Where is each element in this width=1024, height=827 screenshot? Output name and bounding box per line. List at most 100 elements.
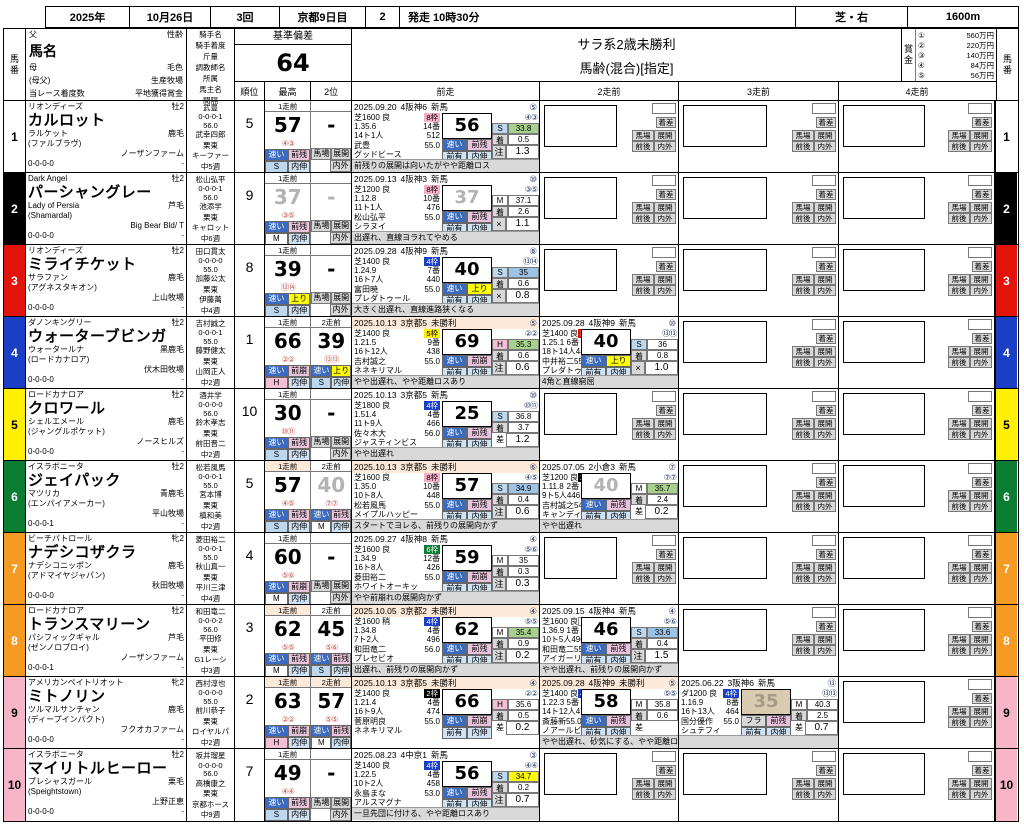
- coat-value: 芦毛: [168, 633, 184, 642]
- gate-label: 14番: [423, 122, 440, 132]
- race-cell-empty: 着差 馬場 展開 前後 内外: [839, 101, 995, 172]
- horse-row: 4 ダノンキングリー 牡2 ウォーターブビンガ ウォータールナ 黒鹿毛 (ロードカナ…: [4, 317, 1018, 389]
- score-column: 1走前 39 ⑬⑭ 速い 上り S 内伸: [265, 245, 312, 316]
- naigai-label: 内外: [330, 304, 351, 316]
- rank-col-label: 順位: [235, 82, 265, 100]
- zengo-label: 前後: [632, 573, 654, 584]
- mark-value: 1.5: [645, 649, 678, 663]
- baba-label: 馬場: [948, 490, 970, 501]
- carried-weight: 55.0: [203, 264, 218, 274]
- development-tag: 前残: [287, 797, 311, 809]
- race-date-row: 2025.10.05 3京都2 未勝利 ④: [352, 605, 539, 617]
- time-label: 1.36.9: [542, 626, 565, 636]
- stretch-tag: 内伸: [331, 377, 351, 388]
- score-column: 2走前 39 ⑬⑬ 速い 上り S 内伸: [311, 317, 351, 388]
- race-meet: 2小倉3: [588, 462, 616, 472]
- time-label: 1.51.4: [354, 410, 377, 420]
- umaban-header-left: 馬番: [4, 29, 26, 100]
- score-column: 1走前 62 ⑤⑤ 速い 前残 M 内伸: [265, 605, 312, 676]
- popularity-label: 14ト12人: [542, 707, 576, 717]
- corner-positions: ②②: [524, 329, 538, 338]
- last3f-time: 34.9: [508, 483, 539, 494]
- baba-label: 馬場: [792, 778, 814, 789]
- baba-label: 馬場: [311, 220, 332, 232]
- mark-label: 注: [492, 793, 506, 807]
- race-detail-column: 芝1600 稍 4枠 1.34.8 4番 7ト2人 496 和田竜二 56.0 プレセビ…: [352, 617, 442, 663]
- sire-name: ロードカナロア: [28, 606, 84, 615]
- margin-label: 着差: [492, 350, 508, 372]
- development-tag: 前崩: [467, 715, 492, 727]
- placeholder-grid: 馬場 展開 前後 内外: [632, 562, 676, 584]
- horse-name: ジェイパック: [28, 472, 121, 489]
- zengo-label: 前後: [632, 141, 654, 152]
- pace-letter-tag: S: [265, 305, 288, 316]
- empty-score-box: [843, 465, 925, 507]
- table-header: 馬番 父 性齢 馬名 母 毛色 (母父) 生産牧場 当レース着度数 平地獲得賞金 騎手名…: [4, 29, 1018, 105]
- winner-name: アイガーリー: [542, 653, 581, 663]
- dam-name: マツリカ: [28, 489, 60, 498]
- race-jockey: 吉村誠之: [542, 500, 574, 510]
- empty-mini-box: [812, 535, 836, 546]
- rank-value: 8: [235, 245, 265, 316]
- prize-row: ⑤ 56万円: [918, 71, 994, 80]
- race-col-label: 前走: [352, 82, 540, 100]
- sire-label: 父: [29, 30, 37, 39]
- zengo-label: 前後: [632, 429, 654, 440]
- naigai-label: 内外: [970, 501, 992, 512]
- empty-mini-box: [652, 391, 676, 402]
- jockey-header-line: 騎手着度: [195, 41, 226, 50]
- interval-label: 中6週: [200, 233, 221, 243]
- empty-score-box: [683, 465, 768, 507]
- race-cell: 2025.10.13 3京都5 未勝利 ⑥ 芝1600 良 8枠 1.35.0 10…: [352, 461, 540, 532]
- race-jockey-weight: 55.0: [574, 644, 581, 654]
- naigai-label: 内外: [814, 357, 836, 368]
- race-cell-empty: 着差 馬場 展開 前後 内外: [540, 173, 679, 244]
- score-value: 39: [273, 257, 302, 281]
- pace-letter: M: [492, 555, 508, 566]
- naigai-label: 内外: [970, 789, 992, 800]
- race-cell-empty: 着差 馬場 展開 前後 内外: [839, 389, 995, 460]
- race-date: 2025.10.05: [354, 606, 397, 616]
- empty-score-box: [843, 393, 925, 435]
- last3f-time: 37.1: [508, 195, 539, 206]
- race-comment: やや前崩れの展開向かず: [352, 591, 539, 604]
- winner-name: シュテフィ: [681, 725, 721, 735]
- margin-value: 0.6: [508, 278, 539, 289]
- score-column: 1走前 63 ②② 速い 前崩 H 内伸: [265, 677, 312, 748]
- score-column: 2走前 57 ⑤⑤ 速い 前残 M 内伸: [311, 677, 351, 748]
- stretch-tag: 内伸: [287, 665, 311, 676]
- sexage-value: 牝2: [171, 678, 184, 687]
- speed-score: 66: [442, 689, 492, 715]
- farm-name: ノーザンファーム: [120, 149, 184, 158]
- position-tag: 前有: [442, 727, 467, 739]
- race-cell: 2025.10.05 3京都2 未勝利 ④ 芝1600 稍 4枠 1.34.8 4番…: [352, 605, 540, 676]
- race-jockey: 菅原明良: [354, 716, 386, 726]
- naigai-label: 内外: [970, 357, 992, 368]
- race-date: 2025.10.13: [354, 318, 397, 328]
- corner-circles: ⑩⑪: [281, 427, 295, 436]
- baba-label: 馬場: [311, 797, 332, 809]
- margin-label: 着差: [816, 549, 836, 560]
- bracket-number-left: 6: [4, 461, 26, 532]
- race-class: 新馬: [431, 246, 449, 256]
- speed-score: 25: [442, 401, 492, 427]
- time-label: 1.22.3: [542, 698, 565, 708]
- race-date-row: 2025.09.15 4阪神4 新馬 ④: [540, 605, 678, 617]
- race-jockey-weight: 55.0: [566, 716, 581, 726]
- race-class: 未勝利: [431, 678, 457, 688]
- corner-positions: ④⑤: [524, 473, 538, 482]
- margin-label: 着差: [492, 710, 508, 732]
- damsire-label: (母父): [29, 75, 51, 85]
- tenkai-label: 展開: [970, 346, 992, 357]
- race-meet: 3京都5: [400, 678, 428, 688]
- bracket-number-right: 5: [995, 389, 1017, 460]
- pace-tag: 速い: [265, 581, 288, 593]
- margin-label: 着差: [631, 710, 647, 732]
- course-label: 芝1600 良: [354, 545, 391, 554]
- zengo-label: 前後: [792, 357, 814, 368]
- prize-box: 賞金 ① 560万円 ② 220万円 ③ 140万円 ④ 84万円 ⑤ 56万円: [901, 29, 996, 82]
- race-comment: やや出遅れ、やや距離ロスあり: [352, 375, 539, 388]
- bracket-number-right: 7: [995, 533, 1017, 604]
- stable-label: 栗東: [203, 284, 218, 294]
- horse-row: 2 Dark Angel 牡2 パーシャングレー Lady of Persia 芦毛…: [4, 173, 1018, 245]
